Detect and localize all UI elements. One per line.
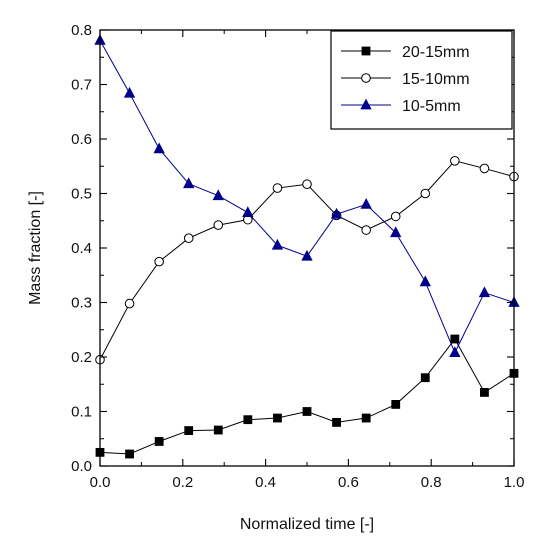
data-point	[330, 207, 343, 219]
data-point	[391, 400, 401, 409]
x-tick-label: 0.0	[90, 474, 111, 491]
data-point	[183, 233, 194, 243]
data-point	[419, 275, 431, 287]
legend-label-2: 15-10mm	[402, 71, 470, 88]
data-point	[183, 177, 195, 189]
x-tick-label: 0.4	[255, 474, 276, 491]
data-point	[124, 298, 135, 309]
data-point	[242, 206, 254, 217]
data-point	[360, 198, 372, 209]
legend-marker-shape	[361, 73, 371, 83]
data-point	[123, 86, 136, 98]
x-tick-label: 0.8	[421, 474, 442, 491]
data-point	[212, 189, 224, 201]
data-point	[213, 220, 224, 230]
y-tick-label: 0.7	[71, 77, 92, 94]
y-axis-title: Mass fraction [-]	[27, 191, 44, 305]
data-point	[153, 142, 165, 154]
data-point	[213, 425, 223, 435]
y-tick-label: 0.3	[71, 295, 92, 312]
data-point	[450, 156, 460, 166]
y-tick-label: 0.2	[71, 349, 92, 366]
data-point	[449, 346, 461, 358]
data-point	[361, 413, 371, 423]
legend-marker-2	[361, 73, 371, 83]
data-point	[154, 437, 164, 446]
y-tick-label: 0.8	[71, 22, 92, 39]
legend: 20-15mm 15-10mm 10-5mm	[330, 30, 513, 130]
legend-marker-1	[361, 46, 371, 56]
data-point	[301, 249, 313, 261]
y-tick-label: 0.6	[71, 131, 92, 148]
data-point	[478, 286, 491, 298]
data-point	[390, 226, 402, 238]
legend-marker-3	[360, 98, 372, 110]
legend-entry-1: 20-15mm	[341, 44, 470, 61]
data-point	[273, 413, 282, 423]
x-tick-label: 1.0	[504, 474, 525, 491]
tick-label-layer: 0.0 0.2 0.4 0.6 0.8 1.0 0.0 0.1 0.2 0.3 0.4 0.5 0.6 0…	[71, 22, 524, 491]
y-tick-label: 0.5	[71, 186, 92, 203]
data-point	[420, 373, 430, 383]
data-point	[302, 179, 312, 190]
legend-entry-2: 15-10mm	[341, 71, 470, 88]
x-tick-label: 0.6	[338, 474, 359, 491]
data-point	[302, 407, 312, 416]
data-point	[361, 225, 371, 235]
data-point	[184, 426, 194, 435]
data-point	[125, 449, 134, 459]
data-point	[479, 163, 490, 174]
legend-box	[330, 30, 513, 130]
x-axis-title: Normalized time [-]	[240, 516, 374, 533]
legend-marker-shape	[361, 46, 371, 56]
data-point	[450, 334, 460, 344]
x-tick-label: 0.2	[172, 474, 193, 491]
legend-label-3: 10-5mm	[402, 98, 461, 115]
data-point	[272, 183, 283, 193]
data-point	[271, 238, 284, 250]
data-point	[480, 388, 489, 397]
data-point	[390, 211, 401, 222]
data-point	[332, 417, 341, 427]
legend-label-1: 20-15mm	[402, 44, 470, 61]
data-point	[420, 188, 431, 199]
y-tick-label: 0.1	[71, 404, 92, 421]
y-tick-label: 0.0	[71, 458, 92, 475]
y-tick-label: 0.4	[71, 240, 92, 257]
legend-entry-3: 10-5mm	[341, 98, 461, 115]
series-2	[95, 156, 519, 365]
data-point	[243, 415, 253, 425]
data-point	[154, 256, 164, 267]
legend-marker-shape	[360, 98, 372, 110]
